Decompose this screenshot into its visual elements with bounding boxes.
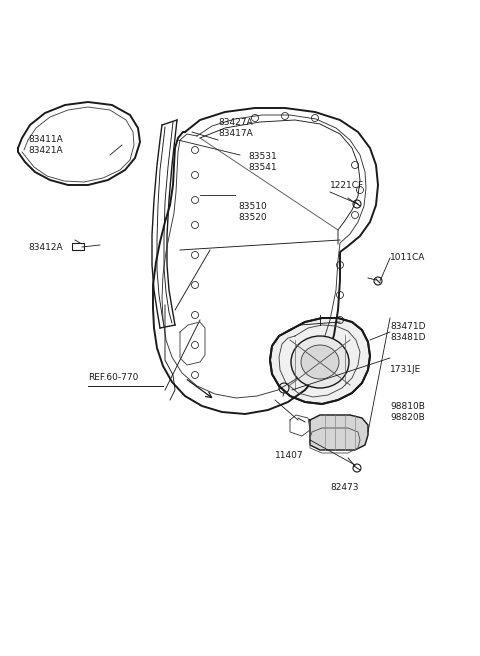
Text: 83412A: 83412A	[28, 243, 62, 253]
Text: 83531
83541: 83531 83541	[248, 152, 277, 172]
Ellipse shape	[301, 345, 339, 379]
Text: 83411A
83421A: 83411A 83421A	[28, 135, 63, 155]
Text: 83510
83520: 83510 83520	[238, 202, 267, 222]
Polygon shape	[310, 415, 368, 450]
Text: 83427A
83417A: 83427A 83417A	[218, 118, 253, 138]
Text: 1011CA: 1011CA	[390, 253, 425, 262]
Text: 83471D
83481D: 83471D 83481D	[390, 322, 425, 342]
Text: 1731JE: 1731JE	[390, 365, 421, 375]
Text: 11407: 11407	[275, 451, 304, 459]
Text: REF.60-770: REF.60-770	[88, 373, 138, 382]
Text: 82473: 82473	[330, 483, 359, 493]
Ellipse shape	[291, 336, 349, 388]
Bar	[72, 243, 84, 250]
Polygon shape	[270, 318, 370, 404]
Text: 1221CF: 1221CF	[330, 180, 364, 190]
Text: 98810B
98820B: 98810B 98820B	[390, 402, 425, 422]
